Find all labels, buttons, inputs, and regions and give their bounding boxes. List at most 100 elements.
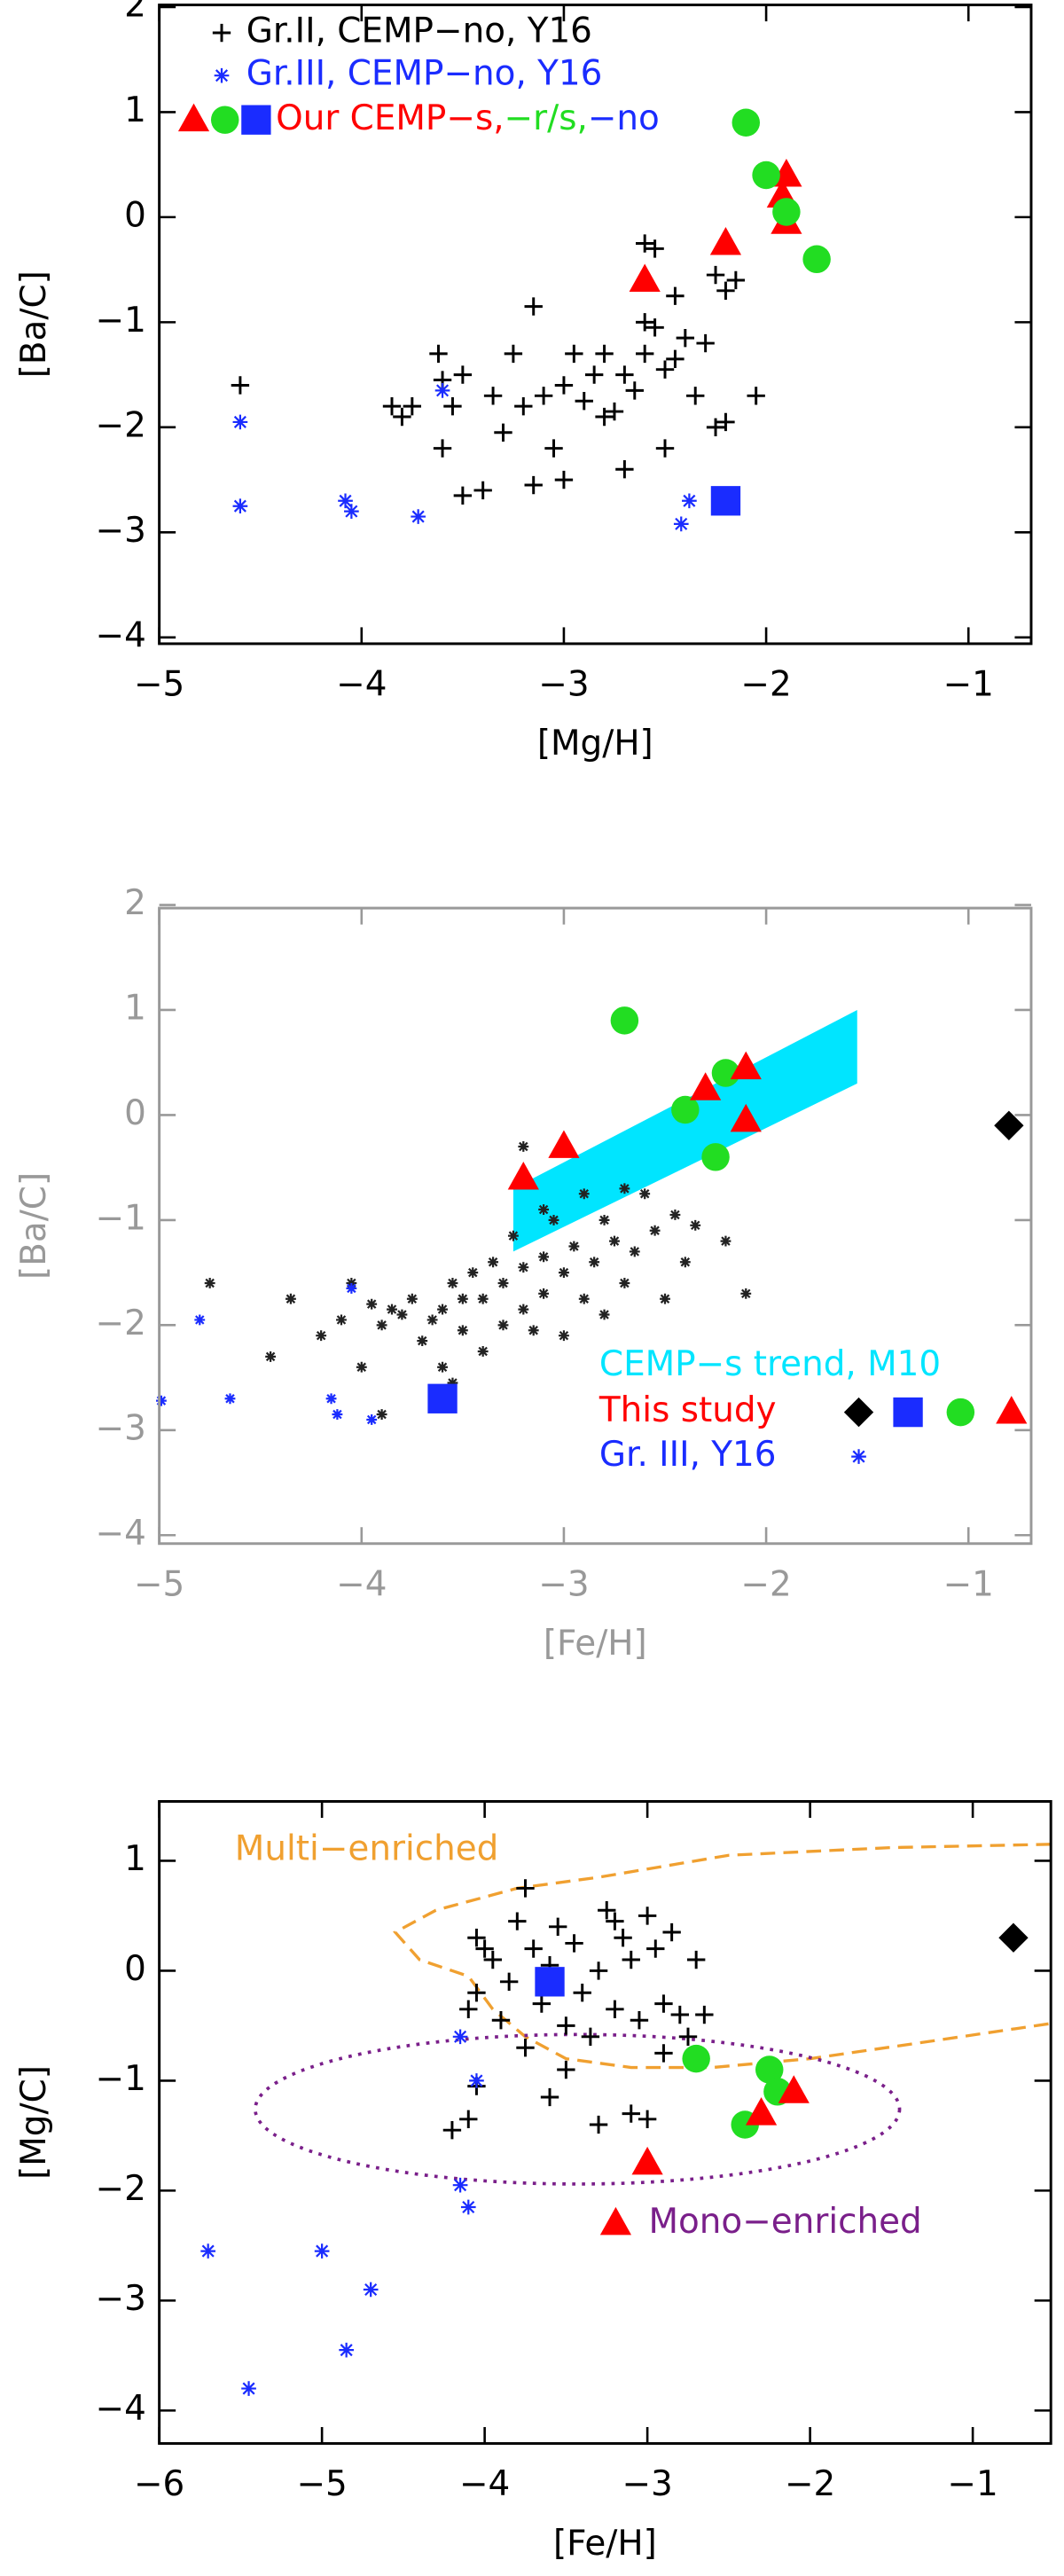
point: [403, 396, 422, 416]
point: [473, 481, 492, 500]
y-axis-label: [Ba/C]: [14, 1172, 54, 1280]
x-axis-label: [Fe/H]: [544, 1624, 647, 1664]
point: [636, 313, 654, 332]
point: [682, 493, 697, 509]
point: [554, 470, 574, 489]
legend-label-part: Our CEMP−s,: [276, 98, 504, 138]
point: [568, 1241, 580, 1252]
point: [565, 344, 583, 364]
y-tick-label: 0: [124, 1949, 146, 1989]
point: [654, 1994, 673, 2013]
point: [589, 1961, 608, 1980]
point: [755, 2055, 784, 2084]
x-tick-label: −1: [947, 2464, 998, 2504]
point: [629, 1246, 640, 1257]
x-tick-label: −1: [943, 665, 994, 705]
point: [200, 2243, 216, 2259]
y-axis-label: [Ba/C]: [14, 270, 54, 378]
point: [232, 414, 248, 430]
point: [452, 2177, 468, 2193]
point: [636, 234, 654, 253]
x-tick-label: −2: [740, 665, 791, 705]
point: [549, 1917, 567, 1937]
point: [605, 402, 624, 421]
x-tick-label: −3: [538, 1564, 589, 1604]
x-tick-label: −3: [538, 665, 589, 705]
point: [427, 1383, 458, 1413]
point: [666, 349, 685, 369]
point: [437, 1361, 448, 1373]
point: [660, 1293, 670, 1304]
point: [241, 2381, 256, 2396]
point: [615, 365, 634, 384]
point: [598, 1214, 610, 1225]
point: [447, 1278, 458, 1288]
point: [636, 344, 654, 364]
point: [745, 2097, 778, 2126]
point: [559, 1267, 569, 1279]
point: [524, 1939, 543, 1958]
point: [578, 1188, 590, 1200]
point: [518, 1141, 529, 1152]
y-tick-label: −1: [96, 301, 146, 341]
point: [460, 2199, 476, 2215]
point: [366, 1298, 378, 1310]
x-tick-label: −2: [785, 2464, 835, 2504]
y-tick-label: −1: [96, 2059, 146, 2099]
annotation: Mono−enriched: [648, 2202, 921, 2242]
point: [396, 1309, 408, 1320]
point: [671, 1095, 700, 1124]
point: [682, 2044, 710, 2073]
legend-label: Our CEMP−s,−r/s,−no: [276, 98, 660, 138]
point: [232, 498, 248, 514]
point: [638, 2110, 657, 2128]
x-tick-label: −4: [336, 1564, 387, 1604]
legend-symbol: [214, 67, 230, 83]
point: [589, 2115, 608, 2134]
point: [491, 2011, 511, 2030]
point: [508, 1912, 527, 1930]
y-tick-label: 1: [124, 1839, 146, 1879]
point: [544, 439, 563, 458]
point: [467, 1929, 486, 1947]
point: [316, 1330, 327, 1342]
legend-symbol: [893, 1397, 923, 1428]
point: [286, 1293, 296, 1304]
point: [447, 1377, 458, 1389]
point: [726, 270, 746, 290]
point: [747, 387, 765, 405]
y-tick-label: 2: [124, 883, 146, 923]
point: [638, 1907, 657, 1925]
point: [589, 1257, 600, 1268]
point: [459, 2110, 478, 2128]
point: [655, 360, 675, 379]
point: [557, 2016, 575, 2035]
point: [528, 1325, 539, 1336]
point: [538, 1204, 550, 1215]
point: [532, 1994, 552, 2013]
point: [336, 1314, 347, 1326]
point: [459, 2000, 478, 2019]
point: [548, 1130, 580, 1158]
plot-frame: [158, 4, 1033, 646]
point: [711, 1059, 740, 1087]
y-tick-label: −3: [96, 1408, 146, 1448]
point: [678, 2027, 698, 2047]
point: [346, 1282, 357, 1294]
point: [406, 1293, 418, 1304]
point: [442, 2121, 462, 2140]
point: [649, 1225, 661, 1236]
point: [610, 1006, 639, 1035]
legend-label: This study: [598, 1390, 777, 1430]
point: [387, 1304, 397, 1315]
point: [673, 516, 689, 532]
point: [598, 1901, 616, 1920]
point: [595, 344, 614, 364]
point: [716, 412, 735, 432]
point: [453, 486, 473, 505]
point: [690, 1072, 722, 1100]
point: [686, 387, 705, 405]
point: [393, 407, 411, 427]
point: [706, 265, 725, 285]
x-tick-label: −4: [336, 665, 387, 705]
